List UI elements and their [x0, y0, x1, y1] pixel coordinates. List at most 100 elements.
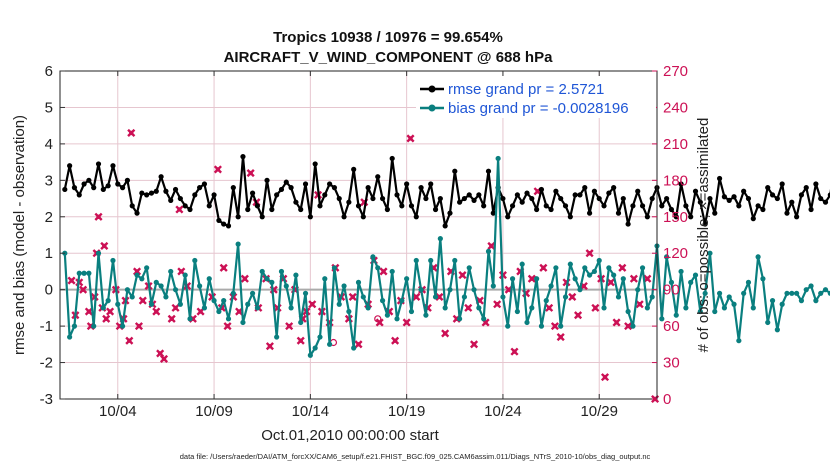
bias-point	[558, 323, 564, 329]
bias-point	[81, 270, 87, 276]
obs-assimilated-core	[608, 280, 613, 285]
obs-assimilated-core	[614, 320, 619, 325]
rmse-point	[813, 181, 819, 187]
rmse-point	[529, 195, 535, 202]
obs-assimilated-core	[575, 312, 581, 318]
legend-bias-marker	[428, 104, 436, 112]
rmse-point	[794, 214, 800, 220]
rmse-point	[818, 195, 824, 202]
bias-point	[360, 294, 366, 300]
rmse-point	[505, 214, 511, 220]
bias-point	[418, 287, 424, 293]
bias-point	[119, 323, 126, 329]
bias-point	[457, 316, 463, 322]
legend-bias-label: bias grand pr = -0.0028196	[448, 100, 629, 117]
y-tick-label-right: 60	[663, 318, 680, 335]
rmse-point	[769, 192, 776, 198]
bias-point	[601, 305, 607, 311]
rmse-point	[432, 206, 439, 213]
bias-point	[818, 290, 824, 296]
y-tick-label-right: 270	[663, 63, 688, 80]
bias-point	[158, 283, 164, 289]
y-axis-right-ticks: 0 30 60 90 120 150 180 210 240 270	[652, 63, 688, 408]
obs-assimilated-core	[483, 320, 488, 325]
rmse-point	[630, 203, 636, 209]
rmse-point	[302, 181, 309, 187]
bias-point	[67, 334, 73, 340]
rmse-point	[129, 203, 135, 209]
rmse-point	[341, 214, 347, 220]
bias-point	[461, 294, 468, 300]
rmse-point	[288, 185, 294, 191]
bias-point	[577, 287, 583, 293]
bias-point	[264, 276, 270, 282]
bias-point	[240, 319, 246, 326]
rmse-point	[278, 186, 285, 193]
rmse-point	[274, 192, 280, 198]
bias-point	[524, 319, 530, 326]
bias-point	[808, 283, 814, 289]
bias-point	[327, 341, 333, 347]
rmse-point	[476, 192, 482, 198]
bias-point	[659, 316, 665, 322]
rmse-point	[206, 203, 212, 209]
rmse-point	[611, 185, 617, 191]
rmse-point	[567, 214, 573, 220]
obs-assimilated-core	[198, 309, 203, 314]
rmse-point	[702, 221, 708, 227]
rmse-point	[697, 199, 703, 205]
rmse-point	[192, 192, 198, 198]
rmse-point	[360, 214, 366, 220]
bias-point	[225, 316, 232, 322]
y-tick-label-right: 90	[663, 282, 680, 299]
bias-point	[505, 323, 511, 329]
rmse-point	[298, 206, 304, 213]
rmse-point	[543, 203, 549, 209]
bias-point	[230, 290, 236, 296]
bias-point	[716, 290, 723, 296]
x-tick-label: 10/09	[195, 403, 233, 420]
bias-point	[509, 276, 516, 282]
bias-point	[769, 298, 776, 304]
rmse-point	[485, 168, 492, 174]
obs-assimilated-core	[298, 338, 303, 343]
x-axis-ticks: 10/04 10/09 10/14 10/19 10/24 10/29	[99, 71, 618, 420]
rmse-point	[408, 203, 415, 209]
rmse-point	[327, 181, 333, 187]
rmse-point	[620, 195, 626, 202]
rmse-point	[153, 188, 159, 194]
rmse-series	[62, 154, 830, 229]
bias-point	[765, 319, 771, 326]
rmse-point	[139, 190, 145, 196]
bias-point	[447, 287, 453, 293]
rmse-point	[707, 195, 713, 202]
bias-line	[63, 157, 830, 357]
bias-point	[678, 268, 684, 275]
rmse-point	[177, 195, 183, 202]
bias-point	[692, 272, 699, 278]
bias-point	[129, 294, 135, 300]
bias-point	[485, 248, 492, 254]
data-file-footer: data file: /Users/raeder/DAI/ATM_forcXX/…	[180, 452, 651, 461]
bias-point	[514, 308, 520, 315]
bias-point	[803, 287, 809, 293]
rmse-point	[91, 185, 97, 191]
bias-point	[606, 265, 612, 271]
x-axis-label: Oct.01,2010 00:00:00 start	[261, 427, 439, 444]
y-tick-label-left: 2	[45, 209, 53, 226]
rmse-point	[317, 203, 323, 209]
rmse-point	[418, 185, 424, 191]
bias-point	[71, 323, 78, 329]
bias-point	[495, 155, 501, 162]
bias-point	[428, 257, 434, 264]
rmse-point	[481, 203, 487, 209]
rmse-point	[490, 210, 496, 216]
bias-point	[278, 268, 285, 275]
bias-point	[644, 305, 650, 311]
bias-point	[187, 316, 193, 322]
obs-assimilated-core	[134, 269, 140, 274]
rmse-point	[548, 206, 554, 213]
bias-point	[331, 265, 338, 271]
bias-point	[375, 265, 381, 271]
rmse-point	[346, 199, 352, 205]
